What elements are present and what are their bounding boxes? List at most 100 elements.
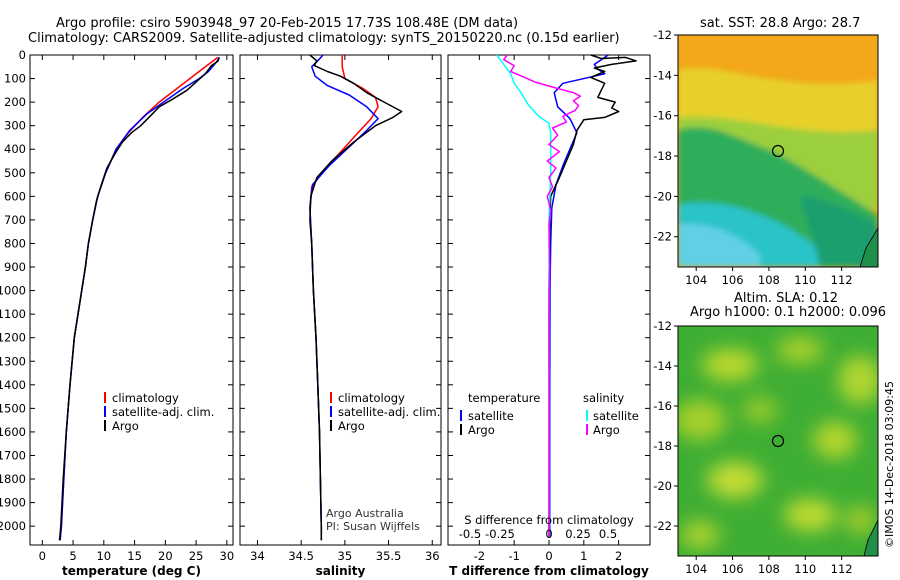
series-line-s-argo bbox=[502, 54, 582, 538]
map-x-tick-label: 104 bbox=[685, 562, 707, 576]
map-x-tick-label: 104 bbox=[685, 273, 707, 287]
sst-teal-region bbox=[800, 195, 878, 267]
legend-label: satellite bbox=[468, 409, 514, 423]
x-tick-label: 35 bbox=[338, 549, 353, 563]
series-line-s-satellite bbox=[496, 54, 552, 538]
x-tick-label: 20 bbox=[158, 549, 173, 563]
panel-frame bbox=[29, 54, 234, 546]
map-y-tick-label: -16 bbox=[653, 109, 672, 123]
legend-swatch bbox=[460, 424, 462, 435]
depth-tick-label: 0 bbox=[19, 48, 26, 62]
legend-label: satellite bbox=[593, 409, 639, 423]
depth-tick-label: 1400 bbox=[0, 378, 26, 392]
legend-label: Argo bbox=[112, 419, 139, 433]
figure-title-line1: Argo profile: csiro 5903948_97 20-Feb-20… bbox=[56, 16, 518, 31]
x-tick-label: 34.5 bbox=[288, 549, 314, 563]
depth-tick-label: 400 bbox=[4, 142, 26, 156]
x-tick-label: 0 bbox=[39, 549, 46, 563]
sla-blob bbox=[844, 506, 876, 534]
sst-argo-marker bbox=[771, 144, 785, 158]
top-x-tick-label: 0 bbox=[545, 527, 552, 541]
legend-label: Argo bbox=[468, 423, 495, 437]
depth-tick-label: 600 bbox=[4, 189, 26, 203]
top-x-axis-label: S difference from climatology bbox=[464, 513, 634, 527]
map-y-tick-label: -12 bbox=[653, 319, 672, 333]
depth-tick-label: 1700 bbox=[0, 448, 26, 462]
sst-coastline bbox=[859, 227, 878, 267]
top-x-tick-label: -0.25 bbox=[485, 527, 515, 541]
figure-title-line2: Climatology: CARS2009. Satellite-adjuste… bbox=[28, 31, 620, 46]
depth-tick-label: 1800 bbox=[0, 472, 26, 486]
x-tick-label: 2 bbox=[615, 549, 622, 563]
x-tick-label: 25 bbox=[189, 549, 204, 563]
imos-timestamp: ©IMOS 14-Dec-2018 03:09:45 bbox=[883, 381, 896, 548]
x-tick-label: 30 bbox=[220, 549, 235, 563]
map-y-tick-label: -14 bbox=[653, 359, 672, 373]
map-x-tick-label: 106 bbox=[722, 273, 744, 287]
series-line-argo bbox=[58, 57, 220, 541]
sla-field bbox=[678, 336, 878, 549]
depth-tick-label: 1600 bbox=[0, 425, 26, 439]
depth-tick-label: 200 bbox=[4, 95, 26, 109]
sst-map: sat. SST: 28.8 Argo: 28.7 104 106 108 110 11… bbox=[653, 16, 879, 287]
pi-text: PI: Susan Wijffels bbox=[326, 520, 420, 533]
sla-argo-marker bbox=[771, 434, 785, 448]
depth-tick-label: 2000 bbox=[0, 519, 26, 533]
x-axis-label: temperature (deg C) bbox=[62, 564, 201, 578]
x-tick-label: -1 bbox=[508, 549, 519, 563]
x-tick-label: 34 bbox=[250, 549, 265, 563]
sla-title-line2: Argo h1000: 0.1 h2000: 0.096 bbox=[690, 305, 886, 320]
map-x-tick-label: 108 bbox=[758, 273, 780, 287]
x-axis-label: T difference from climatology bbox=[449, 564, 649, 578]
sla-map-frame bbox=[677, 325, 879, 557]
sla-blob bbox=[678, 400, 726, 440]
sst-map-frame bbox=[677, 34, 879, 268]
map-y-tick-label: -18 bbox=[653, 439, 672, 453]
x-tick-label: 15 bbox=[127, 549, 142, 563]
sla-blob bbox=[707, 462, 763, 498]
map-y-tick-label: -12 bbox=[653, 28, 672, 42]
legend-title-salinity: salinity bbox=[583, 391, 624, 405]
series-line-t-argo bbox=[548, 54, 637, 538]
depth-tick-label: 500 bbox=[4, 166, 26, 180]
map-y-tick-label: -18 bbox=[653, 149, 672, 163]
depth-tick-label: 700 bbox=[4, 213, 26, 227]
credit-text: Argo Australia bbox=[326, 507, 404, 520]
map-y-tick-label: -20 bbox=[653, 479, 672, 493]
legend-title-temperature: temperature bbox=[468, 391, 540, 405]
x-tick-label: 36 bbox=[425, 549, 440, 563]
sla-blob bbox=[776, 336, 824, 364]
map-x-tick-label: 110 bbox=[794, 273, 816, 287]
legend-swatch bbox=[330, 406, 332, 417]
sla-blob bbox=[680, 521, 720, 549]
sla-blob bbox=[813, 422, 857, 458]
x-tick-label: 5 bbox=[69, 549, 76, 563]
x-tick-label: 0 bbox=[545, 549, 552, 563]
sla-blob bbox=[702, 349, 758, 381]
map-x-tick-label: 108 bbox=[758, 562, 780, 576]
legend-swatch bbox=[586, 410, 588, 421]
sla-blob bbox=[784, 499, 836, 531]
x-tick-label: 10 bbox=[96, 549, 111, 563]
legend-swatch bbox=[330, 420, 332, 431]
x-tick-label: 35.5 bbox=[376, 549, 402, 563]
legend-swatch bbox=[330, 392, 332, 403]
top-x-tick-label: 0.25 bbox=[565, 527, 591, 541]
sla-map-axes: 104 106 108 110 112 -12 -14 -16 -18 -20 -22 bbox=[653, 319, 852, 576]
map-y-tick-label: -22 bbox=[653, 230, 672, 244]
legend-label: climatology bbox=[112, 391, 179, 405]
legend-swatch bbox=[104, 392, 106, 403]
x-tick-label: -2 bbox=[474, 549, 485, 563]
depth-tick-label: 1300 bbox=[0, 354, 26, 368]
map-x-tick-label: 112 bbox=[831, 273, 853, 287]
sst-map-title: sat. SST: 28.8 Argo: 28.7 bbox=[700, 16, 860, 31]
depth-tick-label: 1500 bbox=[0, 401, 26, 415]
legend-swatch bbox=[104, 420, 106, 431]
map-y-tick-label: -22 bbox=[653, 519, 672, 533]
top-x-tick-label: -0.5 bbox=[459, 527, 481, 541]
map-x-tick-label: 112 bbox=[831, 562, 853, 576]
sst-field bbox=[678, 68, 878, 267]
legend-label: Argo bbox=[338, 419, 365, 433]
